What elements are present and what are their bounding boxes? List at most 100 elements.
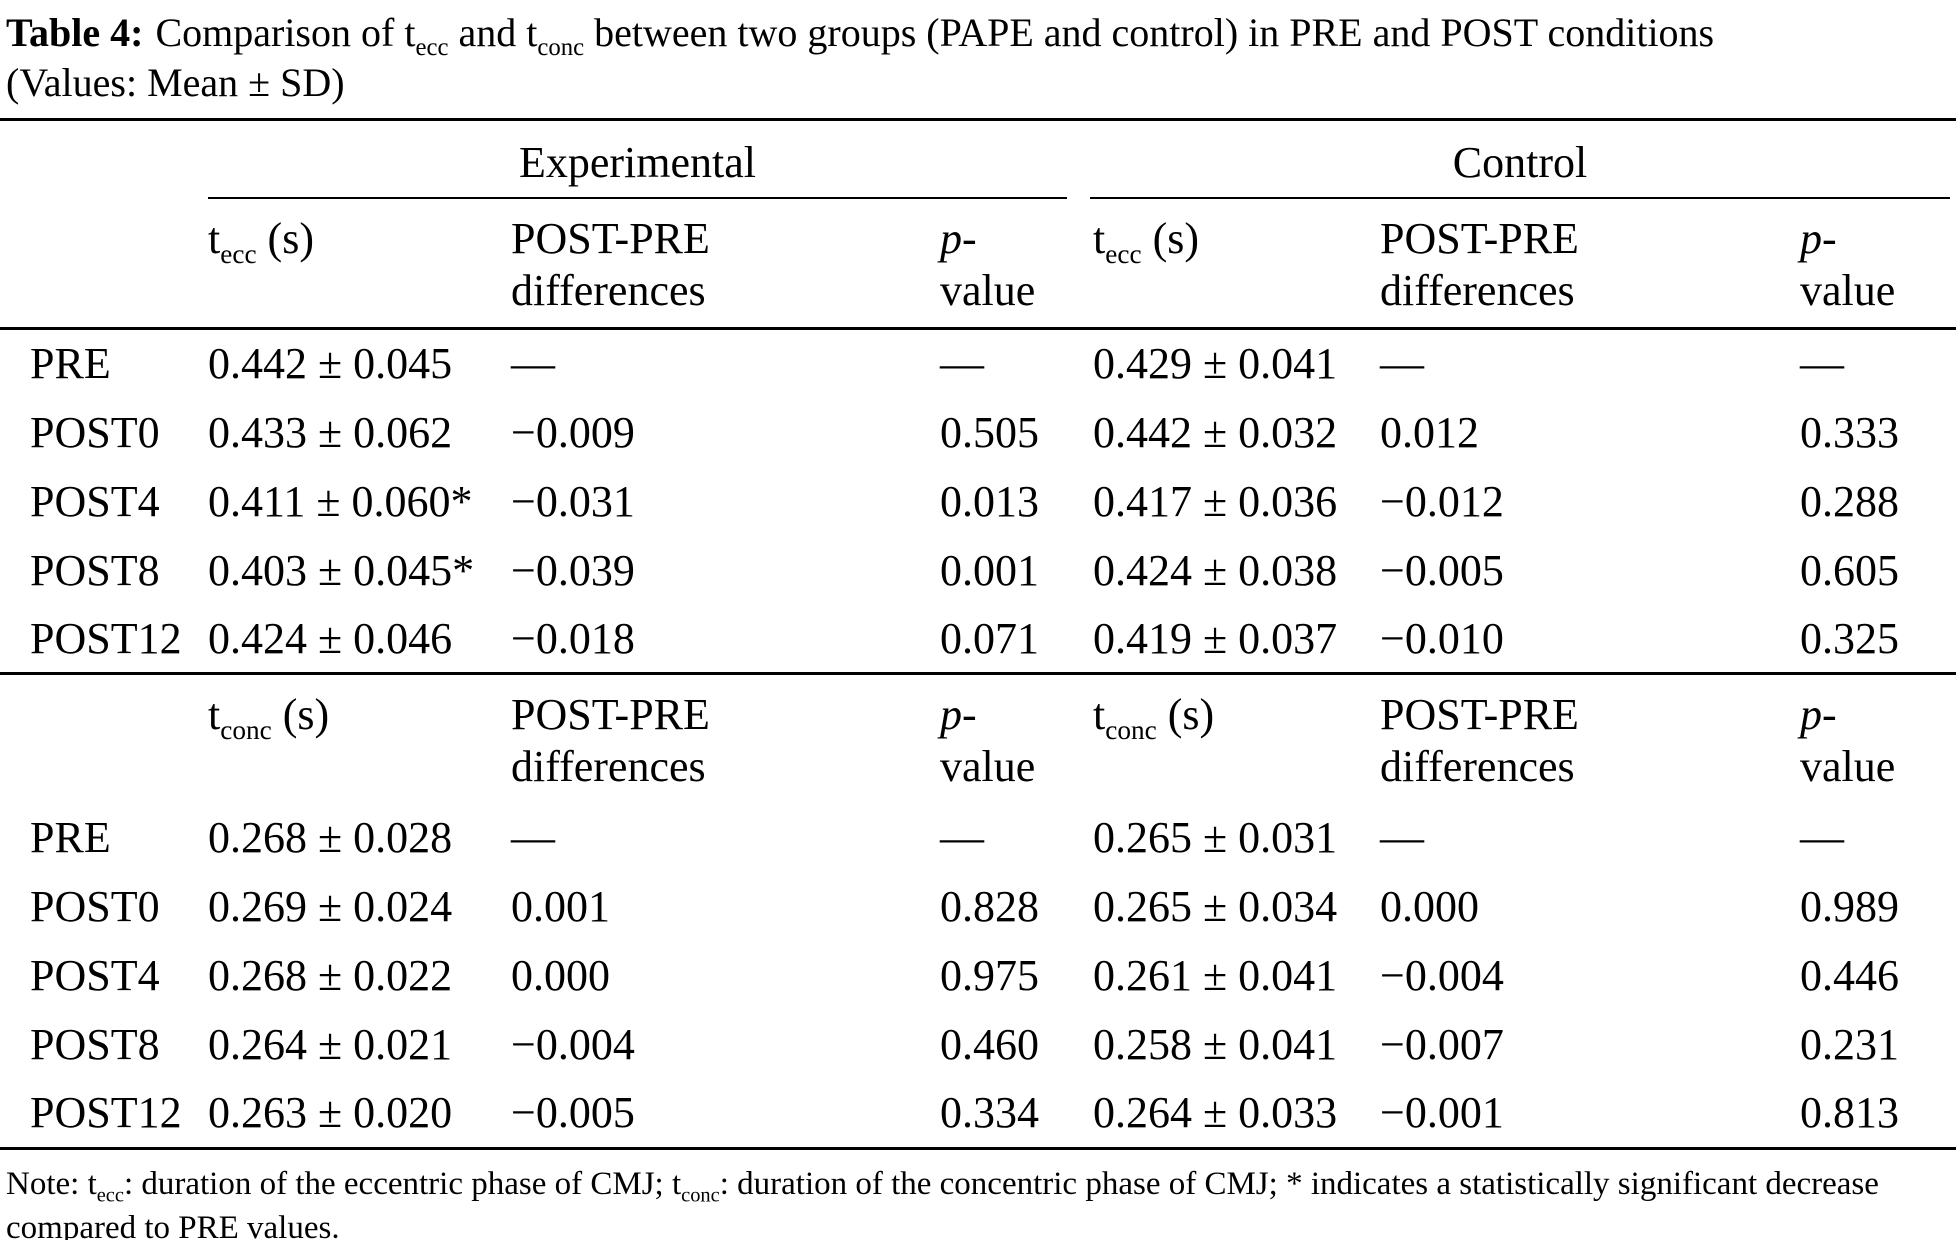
table-footnote: Note: tecc: duration of the eccentric ph… xyxy=(6,1165,1879,1240)
ctrl-value-cell: 0.264 ± 0.033 xyxy=(1093,1088,1338,1138)
caption-line-2: (Values: Mean ± SD) xyxy=(6,60,345,105)
table-caption: Table 4: Comparison of tecc and tconc bet… xyxy=(0,0,1956,118)
ctrl-diff-header: POST-PRE differences xyxy=(1368,199,1796,330)
ctrl-pvalue-cell: 0.605 xyxy=(1800,545,1900,595)
empty-cell xyxy=(0,199,190,330)
empty-cell xyxy=(0,672,190,803)
table-row: POST12 0.263 ± 0.020 −0.005 0.334 0.264 … xyxy=(0,1079,1956,1148)
exp-value-cell: 0.263 ± 0.020 xyxy=(208,1088,453,1138)
exp-pvalue-cell: 0.001 xyxy=(940,545,1039,595)
control-group-header: Control xyxy=(1085,120,1956,199)
exp-pvalue-cell: — xyxy=(940,339,984,389)
ctrl-diff-cell: −0.012 xyxy=(1380,476,1504,526)
ctrl-value-cell: 0.429 ± 0.041 xyxy=(1093,339,1338,389)
ctrl-value-cell: 0.442 ± 0.032 xyxy=(1093,407,1338,457)
exp-diff-cell: — xyxy=(511,813,555,862)
exp-value-cell: 0.268 ± 0.022 xyxy=(208,951,453,1000)
caption-line-1: Table 4: Comparison of tecc and tconc bet… xyxy=(6,10,1715,61)
row-label-cell: POST0 xyxy=(30,882,160,931)
control-group-label: Control xyxy=(1090,121,1951,199)
ctrl-pvalue-cell: 0.813 xyxy=(1800,1088,1900,1138)
ctrl-value-cell: 0.258 ± 0.041 xyxy=(1093,1020,1338,1069)
exp-value-cell: 0.268 ± 0.028 xyxy=(208,813,453,862)
ctrl-pvalue-cell: 0.989 xyxy=(1800,882,1900,931)
tecc-rows: PRE 0.442 ± 0.045 — — 0.429 ± 0.041 — — … xyxy=(0,329,1956,674)
subheader-row-tconc: tconc (s) POST-PRE differences p- value … xyxy=(0,672,1956,803)
table-row: POST0 0.433 ± 0.062 −0.009 0.505 0.442 ±… xyxy=(0,398,1956,467)
ctrl-measure-header: tconc (s) xyxy=(1085,672,1369,803)
ctrl-diff-cell: −0.007 xyxy=(1380,1020,1504,1069)
exp-pvalue-cell: 0.334 xyxy=(940,1088,1039,1138)
ctrl-value-cell: 0.265 ± 0.031 xyxy=(1093,813,1338,862)
ctrl-diff-cell: −0.010 xyxy=(1380,613,1504,663)
exp-diff-header: POST-PRE differences xyxy=(505,672,935,803)
exp-diff-header: POST-PRE differences xyxy=(505,199,935,330)
ctrl-diff-cell: — xyxy=(1380,339,1425,389)
exp-diff-cell: −0.009 xyxy=(511,407,635,457)
ctrl-diff-cell: −0.005 xyxy=(1380,545,1504,595)
exp-value-cell: 0.424 ± 0.046 xyxy=(208,613,453,663)
exp-pvalue-cell: 0.505 xyxy=(940,407,1039,457)
table-row: POST8 0.403 ± 0.045* −0.039 0.001 0.424 … xyxy=(0,536,1956,605)
ctrl-diff-cell: −0.004 xyxy=(1380,951,1504,1000)
row-label-cell: PRE xyxy=(30,339,111,389)
exp-value-cell: 0.269 ± 0.024 xyxy=(208,882,453,931)
exp-pvalue-cell: 0.975 xyxy=(940,951,1039,1000)
table-row: POST0 0.269 ± 0.024 0.001 0.828 0.265 ± … xyxy=(0,872,1956,941)
exp-pvalue-cell: 0.828 xyxy=(940,882,1039,931)
exp-pvalue-cell: 0.013 xyxy=(940,476,1039,526)
ctrl-value-cell: 0.419 ± 0.037 xyxy=(1093,613,1338,663)
exp-pvalue-cell: — xyxy=(940,813,984,862)
exp-value-cell: 0.442 ± 0.045 xyxy=(208,339,453,389)
ctrl-value-cell: 0.424 ± 0.038 xyxy=(1093,545,1338,595)
ctrl-pvalue-cell: 0.446 xyxy=(1800,951,1900,1000)
tconc-rows: PRE 0.268 ± 0.028 — — 0.265 ± 0.031 — — … xyxy=(0,803,1956,1148)
ctrl-pvalue-cell: — xyxy=(1800,813,1845,862)
exp-pvalue-cell: 0.460 xyxy=(940,1020,1039,1069)
note-sub-conc: conc xyxy=(681,1184,720,1207)
exp-diff-cell: — xyxy=(511,339,555,389)
table-row: POST12 0.424 ± 0.046 −0.018 0.071 0.419 … xyxy=(0,605,1956,674)
subheader-row-tecc: tecc (s) POST-PRE differences p- value t… xyxy=(0,199,1956,330)
exp-pvalue-header: p- value xyxy=(935,199,1086,330)
row-label-cell: PRE xyxy=(30,813,111,862)
ctrl-value-cell: 0.265 ± 0.034 xyxy=(1093,882,1338,931)
ctrl-value-cell: 0.417 ± 0.036 xyxy=(1093,476,1338,526)
ctrl-pvalue-cell: 0.333 xyxy=(1800,407,1900,457)
row-label-cell: POST8 xyxy=(30,545,160,595)
row-label-cell: POST4 xyxy=(30,951,160,1000)
exp-measure-header: tecc (s) xyxy=(190,199,505,330)
ctrl-diff-cell: 0.012 xyxy=(1380,407,1480,457)
row-label-cell: POST0 xyxy=(30,407,160,457)
table-row: POST8 0.264 ± 0.021 −0.004 0.460 0.258 ±… xyxy=(0,1010,1956,1079)
caption-sub-conc: conc xyxy=(537,34,585,61)
exp-diff-cell: 0.001 xyxy=(511,882,610,931)
ctrl-pvalue-cell: 0.325 xyxy=(1800,613,1900,663)
exp-value-cell: 0.403 ± 0.045* xyxy=(208,545,475,595)
exp-measure-header: tconc (s) xyxy=(190,672,505,803)
ctrl-diff-cell: 0.000 xyxy=(1380,882,1480,931)
exp-value-cell: 0.264 ± 0.021 xyxy=(208,1020,453,1069)
ctrl-pvalue-header: p- value xyxy=(1795,199,1956,330)
row-label-cell: POST4 xyxy=(30,476,160,526)
row-label-cell: POST8 xyxy=(30,1020,160,1069)
exp-pvalue-header: p- value xyxy=(935,672,1086,803)
ctrl-value-cell: 0.261 ± 0.041 xyxy=(1093,951,1338,1000)
exp-diff-cell: −0.039 xyxy=(511,545,635,595)
table-row: POST4 0.268 ± 0.022 0.000 0.975 0.261 ± … xyxy=(0,941,1956,1010)
table-row: POST4 0.411 ± 0.060* −0.031 0.013 0.417 … xyxy=(0,467,1956,536)
table-row: PRE 0.268 ± 0.028 — — 0.265 ± 0.031 — — xyxy=(0,803,1956,872)
exp-value-cell: 0.433 ± 0.062 xyxy=(208,407,453,457)
exp-diff-cell: 0.000 xyxy=(511,951,610,1000)
exp-diff-cell: −0.018 xyxy=(511,613,635,663)
comparison-table: Experimental Control tecc (s) POST-PRE d… xyxy=(0,118,1956,1150)
empty-corner-cell xyxy=(0,120,190,200)
ctrl-pvalue-cell: — xyxy=(1800,339,1845,389)
exp-value-cell: 0.411 ± 0.060* xyxy=(208,476,473,526)
experimental-group-header: Experimental xyxy=(190,120,1085,199)
caption-text: Comparison of t xyxy=(155,10,416,55)
ctrl-diff-cell: — xyxy=(1380,813,1425,862)
ctrl-pvalue-cell: 0.288 xyxy=(1800,476,1900,526)
note-sub-ecc: ecc xyxy=(96,1184,124,1207)
